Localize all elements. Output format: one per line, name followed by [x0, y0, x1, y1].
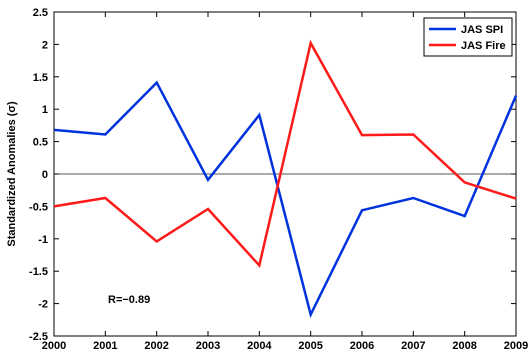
y-axis-label: Standardized Anomalies (σ): [6, 101, 18, 247]
x-tick-label: 2009: [504, 340, 528, 352]
series-layer: [53, 39, 518, 319]
x-tick-label: 2004: [247, 340, 272, 352]
x-tick-label: 2006: [350, 340, 374, 352]
y-tick-label: 0: [42, 169, 48, 181]
x-tick-label: 2002: [144, 340, 168, 352]
x-tick-label: 2003: [196, 340, 220, 352]
x-tick-label: 2008: [452, 340, 476, 352]
legend-label: JAS Fire: [461, 40, 506, 52]
series-line-spi: [53, 80, 518, 319]
y-tick-label: 1: [42, 104, 48, 116]
legend: JAS SPI JAS Fire: [423, 17, 513, 57]
y-tick-label: -1: [38, 234, 48, 246]
x-tick-label: 2000: [42, 340, 66, 352]
y-tick-label: 1.5: [33, 72, 48, 84]
y-tick-label: 2: [42, 39, 48, 51]
correlation-annotation: R=−0.89: [108, 294, 150, 306]
legend-label: JAS SPI: [461, 24, 503, 36]
x-tick-label: 2001: [93, 340, 117, 352]
series-line-fire: [53, 39, 517, 269]
y-tick-label: -2.5: [29, 331, 48, 343]
y-axis: -2.5 -2 -1.5 -1 -0.5 0 0.5 1 1.5 2 2.5: [29, 7, 516, 343]
y-tick-label: 2.5: [33, 7, 48, 19]
legend-box: [423, 17, 513, 57]
y-tick-label: -0.5: [29, 201, 48, 213]
x-tick-label: 2007: [401, 340, 425, 352]
y-tick-label: -1.5: [29, 266, 48, 278]
x-axis: 2000 2001 2002 2003 2004 2005 2006 2007 2008 2009: [42, 12, 528, 352]
y-tick-label: -2: [38, 299, 48, 311]
y-tick-label: 0.5: [33, 137, 48, 149]
x-tick-label: 2005: [298, 340, 322, 352]
